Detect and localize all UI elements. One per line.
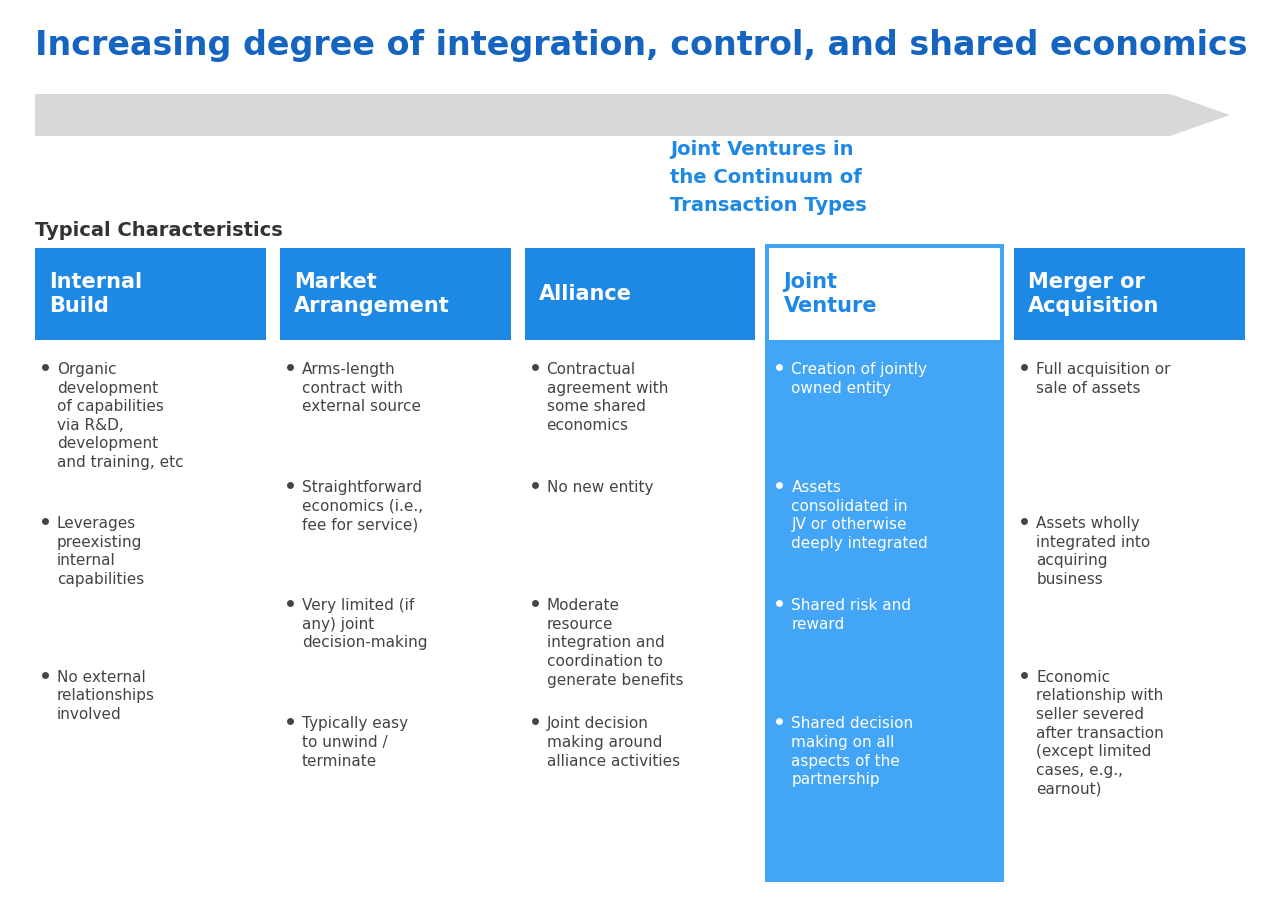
Text: Contractual
agreement with
some shared
economics: Contractual agreement with some shared e… [547, 362, 668, 433]
Text: Market
Arrangement: Market Arrangement [294, 272, 449, 316]
FancyBboxPatch shape [769, 248, 1000, 340]
Text: Shared decision
making on all
aspects of the
partnership: Shared decision making on all aspects of… [791, 717, 914, 787]
Text: Internal
Build: Internal Build [49, 272, 142, 316]
Text: Joint
Venture: Joint Venture [783, 272, 877, 316]
Text: Typical Characteristics: Typical Characteristics [35, 221, 283, 240]
Text: Economic
relationship with
seller severed
after transaction
(except limited
case: Economic relationship with seller severe… [1037, 670, 1164, 796]
Text: No external
relationships
involved: No external relationships involved [58, 670, 155, 722]
Text: Merger or
Acquisition: Merger or Acquisition [1028, 272, 1160, 316]
FancyBboxPatch shape [525, 248, 755, 340]
FancyBboxPatch shape [765, 244, 1005, 882]
Text: Leverages
preexisting
internal
capabilities: Leverages preexisting internal capabilit… [58, 516, 145, 587]
Polygon shape [35, 94, 1230, 136]
Text: Arms-length
contract with
external source: Arms-length contract with external sourc… [302, 362, 421, 414]
Text: Alliance: Alliance [539, 284, 631, 304]
Text: Increasing degree of integration, control, and shared economics: Increasing degree of integration, contro… [35, 28, 1248, 62]
Text: No new entity: No new entity [547, 480, 653, 496]
FancyBboxPatch shape [769, 340, 1000, 878]
Text: Full acquisition or
sale of assets: Full acquisition or sale of assets [1037, 362, 1171, 396]
FancyBboxPatch shape [35, 248, 266, 340]
Text: Straightforward
economics (i.e.,
fee for service): Straightforward economics (i.e., fee for… [302, 480, 422, 533]
FancyBboxPatch shape [1014, 248, 1245, 340]
Text: Creation of jointly
owned entity: Creation of jointly owned entity [791, 362, 928, 396]
Text: Joint Ventures in
the Continuum of
Transaction Types: Joint Ventures in the Continuum of Trans… [669, 140, 867, 215]
Text: Typically easy
to unwind /
terminate: Typically easy to unwind / terminate [302, 717, 408, 768]
FancyBboxPatch shape [280, 248, 511, 340]
Text: Very limited (if
any) joint
decision-making: Very limited (if any) joint decision-mak… [302, 598, 428, 651]
Text: Assets
consolidated in
JV or otherwise
deeply integrated: Assets consolidated in JV or otherwise d… [791, 480, 928, 551]
Text: Joint decision
making around
alliance activities: Joint decision making around alliance ac… [547, 717, 680, 768]
Text: Assets wholly
integrated into
acquiring
business: Assets wholly integrated into acquiring … [1037, 516, 1151, 587]
Text: Shared risk and
reward: Shared risk and reward [791, 598, 911, 631]
Text: Moderate
resource
integration and
coordination to
generate benefits: Moderate resource integration and coordi… [547, 598, 684, 688]
Text: Organic
development
of capabilities
via R&D,
development
and training, etc: Organic development of capabilities via … [58, 362, 183, 470]
